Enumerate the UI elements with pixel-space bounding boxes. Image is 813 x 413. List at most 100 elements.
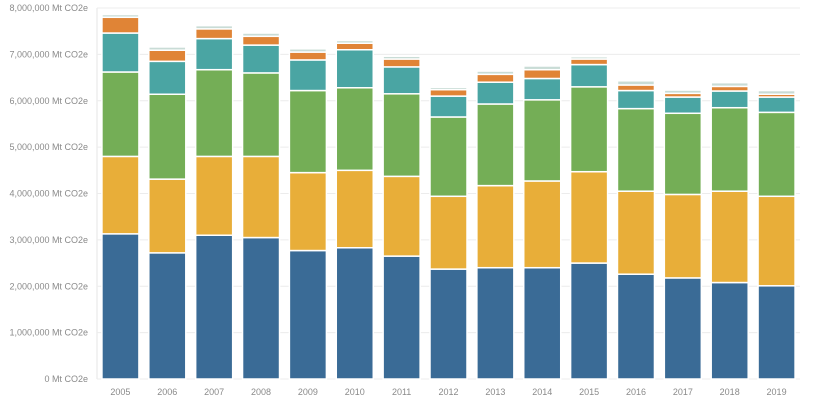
bar-segment-series-6[interactable]: [663, 89, 703, 95]
bar-segment-series-1[interactable]: [382, 255, 421, 380]
bar-segment-series-2[interactable]: [522, 180, 562, 269]
x-tick-label: 2013: [485, 387, 505, 397]
bar-segment-series-4[interactable]: [616, 89, 656, 110]
bar-segment-series-1[interactable]: [241, 236, 281, 380]
bar-segment-series-1[interactable]: [429, 268, 468, 380]
bar-segment-series-6[interactable]: [241, 32, 281, 38]
bar-segment-series-5[interactable]: [476, 73, 515, 83]
bar-stack-2007: [194, 24, 234, 380]
bar-segment-series-6[interactable]: [288, 48, 328, 53]
bar-segment-series-1[interactable]: [288, 249, 328, 380]
bar-segment-series-1[interactable]: [616, 273, 656, 380]
y-tick-label: 5,000,000 Mt CO2e: [9, 142, 88, 152]
bar-segment-series-3[interactable]: [382, 93, 421, 178]
bar-segment-series-1[interactable]: [148, 252, 187, 380]
x-tick-label: 2006: [157, 387, 177, 397]
bar-segment-series-3[interactable]: [288, 89, 328, 174]
bar-segment-series-4[interactable]: [194, 37, 234, 71]
bar-segment-series-2[interactable]: [616, 190, 656, 275]
bar-segment-series-6[interactable]: [710, 81, 749, 88]
bar-segment-series-3[interactable]: [522, 99, 562, 182]
bar-segment-series-5[interactable]: [616, 84, 656, 92]
bar-segment-series-2[interactable]: [382, 175, 421, 257]
bar-segment-series-3[interactable]: [194, 68, 234, 158]
bar-segment-series-1[interactable]: [194, 234, 234, 380]
bar-segment-series-6[interactable]: [569, 55, 609, 60]
bar-segment-series-5[interactable]: [429, 88, 468, 97]
bar-segment-series-3[interactable]: [710, 106, 749, 192]
bar-segment-series-6[interactable]: [476, 70, 515, 76]
bar-segment-series-3[interactable]: [757, 111, 796, 198]
bar-segment-series-3[interactable]: [335, 87, 375, 172]
bar-segment-series-6[interactable]: [335, 39, 375, 44]
bar-segment-series-1[interactable]: [569, 262, 609, 380]
bar-segment-series-4[interactable]: [382, 66, 421, 95]
bar-segment-series-6[interactable]: [148, 46, 187, 51]
bar-stack-2011: [382, 55, 421, 380]
bar-segment-series-5[interactable]: [382, 58, 421, 68]
bar-segment-series-1[interactable]: [757, 285, 796, 380]
bar-segment-series-5[interactable]: [241, 35, 281, 46]
bar-segment-series-3[interactable]: [101, 71, 140, 158]
bar-segment-series-1[interactable]: [663, 277, 703, 380]
bar-segment-series-1[interactable]: [710, 281, 749, 380]
bar-segment-series-5[interactable]: [335, 42, 375, 51]
bar-segment-series-1[interactable]: [522, 266, 562, 380]
y-tick-label: 2,000,000 Mt CO2e: [9, 281, 88, 291]
bar-segment-series-4[interactable]: [288, 59, 328, 92]
bar-segment-series-6[interactable]: [382, 55, 421, 60]
bar-segment-series-2[interactable]: [710, 190, 749, 284]
bar-segment-series-3[interactable]: [148, 93, 187, 180]
bar-segment-series-2[interactable]: [335, 169, 375, 249]
bar-segment-series-4[interactable]: [522, 77, 562, 101]
bar-segment-series-3[interactable]: [241, 72, 281, 158]
bar-segment-series-1[interactable]: [101, 233, 140, 380]
bar-segment-series-6[interactable]: [757, 89, 796, 96]
bar-segment-series-2[interactable]: [569, 170, 609, 264]
bar-segment-series-4[interactable]: [569, 63, 609, 88]
bar-segment-series-2[interactable]: [101, 155, 140, 235]
bar-segment-series-1[interactable]: [335, 247, 375, 380]
bar-segment-series-5[interactable]: [522, 68, 562, 80]
bar-segment-series-4[interactable]: [241, 44, 281, 74]
bar-segment-series-4[interactable]: [429, 95, 468, 118]
y-tick-label: 3,000,000 Mt CO2e: [9, 235, 88, 245]
bar-segment-series-2[interactable]: [148, 178, 187, 254]
bar-segment-series-4[interactable]: [663, 96, 703, 115]
bar-segment-series-3[interactable]: [569, 86, 609, 173]
bar-segment-series-4[interactable]: [148, 60, 187, 96]
bar-segment-series-6[interactable]: [429, 86, 468, 91]
bar-segment-series-2[interactable]: [429, 195, 468, 270]
bar-segment-series-4[interactable]: [101, 32, 140, 73]
bar-segment-series-1[interactable]: [476, 266, 515, 380]
bar-segment-series-4[interactable]: [757, 96, 796, 114]
bar-segment-series-5[interactable]: [288, 51, 328, 61]
x-tick-label: 2014: [532, 387, 552, 397]
bar-segment-series-6[interactable]: [522, 65, 562, 71]
bar-segment-series-2[interactable]: [194, 155, 234, 236]
bar-segment-series-2[interactable]: [288, 171, 328, 252]
bar-segment-series-3[interactable]: [663, 112, 703, 196]
bar-segment-series-5[interactable]: [148, 49, 187, 63]
x-tick-label: 2016: [626, 387, 646, 397]
bar-segment-series-5[interactable]: [194, 28, 234, 40]
bar-segment-series-3[interactable]: [616, 107, 656, 192]
bar-segment-series-6[interactable]: [101, 13, 140, 19]
bar-segment-series-6[interactable]: [616, 80, 656, 86]
bar-segment-series-2[interactable]: [241, 155, 281, 239]
bar-segment-series-5[interactable]: [569, 58, 609, 66]
bar-segment-series-4[interactable]: [710, 90, 749, 109]
bar-segment-series-3[interactable]: [429, 116, 468, 198]
x-axis: 2005 2006 2007 2008 2009 2010 2011 2012 2013 2014…: [110, 387, 786, 397]
bar-segment-series-4[interactable]: [335, 48, 375, 89]
bar-segment-series-4[interactable]: [476, 81, 515, 105]
y-tick-label: 4,000,000 Mt CO2e: [9, 189, 88, 199]
bar-segment-series-3[interactable]: [476, 103, 515, 187]
bar-segment-series-5[interactable]: [101, 16, 140, 34]
bar-segment-series-2[interactable]: [663, 193, 703, 279]
x-tick-label: 2007: [204, 387, 224, 397]
bar-segment-series-6[interactable]: [194, 24, 234, 30]
bar-segment-series-2[interactable]: [757, 195, 796, 287]
bar-segment-series-2[interactable]: [476, 184, 515, 269]
